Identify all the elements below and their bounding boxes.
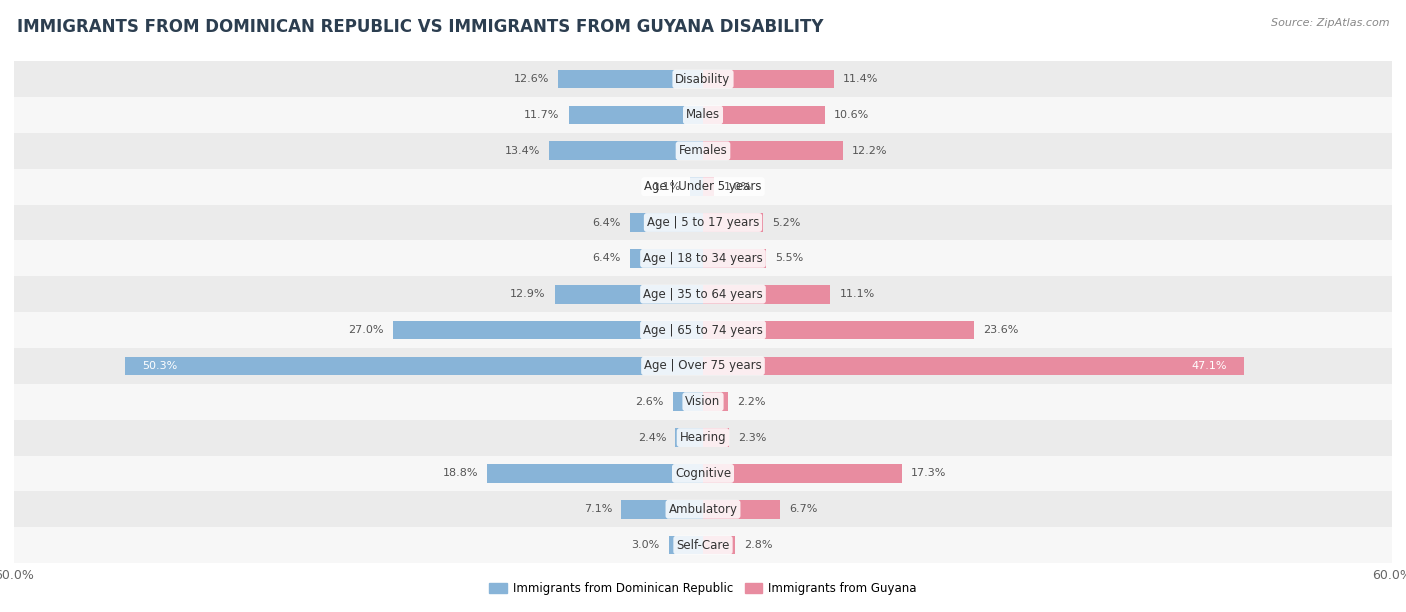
Text: 7.1%: 7.1% (583, 504, 612, 514)
Text: Age | 65 to 74 years: Age | 65 to 74 years (643, 324, 763, 337)
Text: 6.4%: 6.4% (592, 253, 620, 263)
Bar (703, 249, 766, 267)
Text: 3.0%: 3.0% (631, 540, 659, 550)
Text: 13.4%: 13.4% (505, 146, 540, 156)
Bar (14, 204, 1392, 241)
Bar (568, 106, 703, 124)
Bar (392, 321, 703, 340)
Bar (703, 536, 735, 554)
Bar (703, 177, 714, 196)
Bar (703, 70, 834, 89)
Text: Cognitive: Cognitive (675, 467, 731, 480)
Text: Age | 5 to 17 years: Age | 5 to 17 years (647, 216, 759, 229)
Bar (703, 141, 844, 160)
Bar (690, 177, 703, 196)
Text: Age | Over 75 years: Age | Over 75 years (644, 359, 762, 372)
Text: Ambulatory: Ambulatory (668, 503, 738, 516)
Legend: Immigrants from Dominican Republic, Immigrants from Guyana: Immigrants from Dominican Republic, Immi… (485, 577, 921, 600)
Bar (673, 392, 703, 411)
Bar (555, 285, 703, 304)
Bar (703, 213, 762, 232)
Text: 12.2%: 12.2% (852, 146, 887, 156)
Bar (550, 141, 703, 160)
Bar (14, 491, 1392, 527)
Text: Age | 35 to 64 years: Age | 35 to 64 years (643, 288, 763, 300)
Text: Age | Under 5 years: Age | Under 5 years (644, 180, 762, 193)
Bar (14, 61, 1392, 97)
Text: 10.6%: 10.6% (834, 110, 869, 120)
Bar (14, 312, 1392, 348)
Text: 11.1%: 11.1% (839, 289, 875, 299)
Bar (703, 357, 1244, 375)
Bar (703, 285, 831, 304)
Bar (14, 455, 1392, 491)
Text: 2.3%: 2.3% (738, 433, 766, 442)
Text: Self-Care: Self-Care (676, 539, 730, 551)
Text: Vision: Vision (685, 395, 721, 408)
Bar (630, 213, 703, 232)
Text: 50.3%: 50.3% (142, 361, 179, 371)
Text: Hearing: Hearing (679, 431, 727, 444)
Text: Age | 18 to 34 years: Age | 18 to 34 years (643, 252, 763, 265)
Bar (14, 276, 1392, 312)
Text: 2.6%: 2.6% (636, 397, 664, 407)
Text: 23.6%: 23.6% (983, 325, 1018, 335)
Bar (703, 464, 901, 483)
Text: 17.3%: 17.3% (911, 468, 946, 479)
Bar (703, 500, 780, 518)
Bar (125, 357, 703, 375)
Bar (14, 97, 1392, 133)
Bar (14, 384, 1392, 420)
Bar (703, 428, 730, 447)
Text: 2.2%: 2.2% (738, 397, 766, 407)
Text: 2.4%: 2.4% (638, 433, 666, 442)
Text: 12.6%: 12.6% (513, 74, 550, 84)
Bar (703, 106, 825, 124)
Bar (14, 527, 1392, 563)
Bar (703, 321, 974, 340)
Text: 1.0%: 1.0% (724, 182, 752, 192)
Bar (486, 464, 703, 483)
Bar (558, 70, 703, 89)
Text: Males: Males (686, 108, 720, 121)
Text: 27.0%: 27.0% (349, 325, 384, 335)
Bar (14, 133, 1392, 169)
Bar (14, 420, 1392, 455)
Text: Females: Females (679, 144, 727, 157)
Text: 5.2%: 5.2% (772, 217, 800, 228)
Bar (675, 428, 703, 447)
Bar (14, 348, 1392, 384)
Text: 11.7%: 11.7% (524, 110, 560, 120)
Text: 5.5%: 5.5% (775, 253, 804, 263)
Text: 12.9%: 12.9% (510, 289, 546, 299)
Bar (703, 392, 728, 411)
Text: 47.1%: 47.1% (1191, 361, 1226, 371)
Text: 2.8%: 2.8% (744, 540, 773, 550)
Text: 11.4%: 11.4% (844, 74, 879, 84)
Text: 6.7%: 6.7% (789, 504, 817, 514)
Bar (630, 249, 703, 267)
Text: 6.4%: 6.4% (592, 217, 620, 228)
Text: Disability: Disability (675, 73, 731, 86)
Text: IMMIGRANTS FROM DOMINICAN REPUBLIC VS IMMIGRANTS FROM GUYANA DISABILITY: IMMIGRANTS FROM DOMINICAN REPUBLIC VS IM… (17, 18, 824, 36)
Bar (14, 241, 1392, 276)
Text: 18.8%: 18.8% (443, 468, 478, 479)
Text: 1.1%: 1.1% (652, 182, 681, 192)
Bar (669, 536, 703, 554)
Text: Source: ZipAtlas.com: Source: ZipAtlas.com (1271, 18, 1389, 28)
Bar (621, 500, 703, 518)
Bar (14, 169, 1392, 204)
